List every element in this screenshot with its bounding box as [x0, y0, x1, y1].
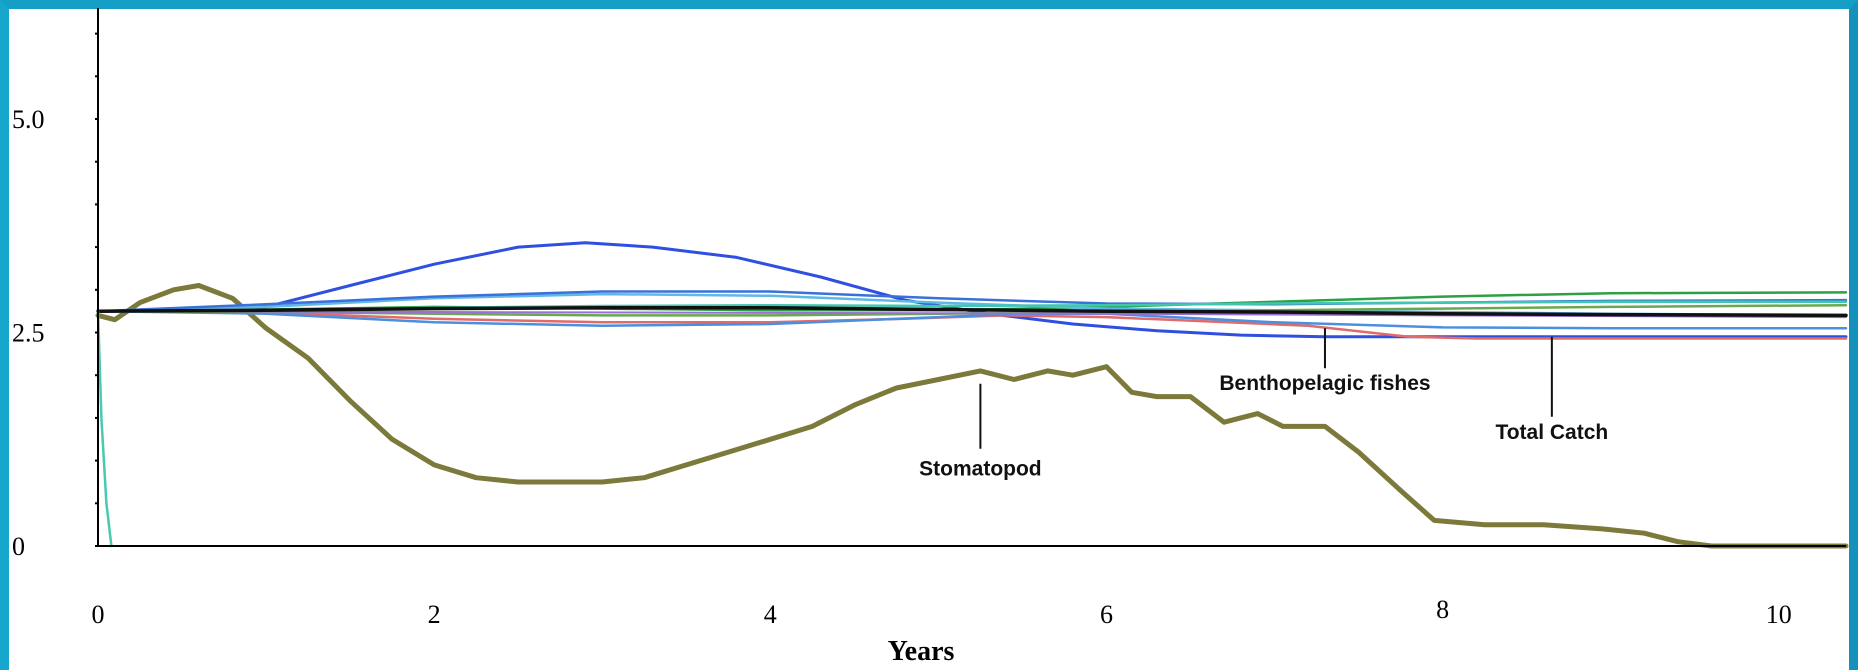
y-tick-label: 0	[12, 532, 25, 561]
y-tick-label: 5.0	[12, 105, 45, 134]
x-tick-label: 8	[1436, 595, 1449, 624]
series-layer	[95, 241, 1849, 549]
y-tick-label: 2.5	[12, 319, 45, 348]
x-tick-label: 4	[764, 600, 777, 629]
series-line-2	[96, 241, 1848, 339]
total-catch-series-line	[96, 309, 1848, 340]
series-line-12	[96, 309, 113, 548]
x-axis-title: Years	[888, 636, 955, 667]
stomatopod-series-line	[95, 283, 1849, 549]
axis-layer: 0 2.5 5.0 0 2 4 6 8 10	[12, 8, 1846, 629]
series-line-11	[96, 305, 1848, 318]
x-tick-label: 2	[428, 600, 441, 629]
stomatopod-annotation: Stomatopod	[919, 458, 1041, 481]
total-catch-annotation: Total Catch	[1495, 421, 1608, 444]
benthopelagic-fishes-series-line	[96, 309, 1848, 330]
x-tick-label: 10	[1766, 600, 1792, 629]
annotation-layer: Stomatopod Benthopelagic fishes Total Catc…	[919, 328, 1608, 481]
x-tick-label: 0	[92, 600, 105, 629]
benthopelagic-fishes-annotation: Benthopelagic fishes	[1219, 372, 1430, 395]
x-tick-label: 6	[1100, 600, 1113, 629]
